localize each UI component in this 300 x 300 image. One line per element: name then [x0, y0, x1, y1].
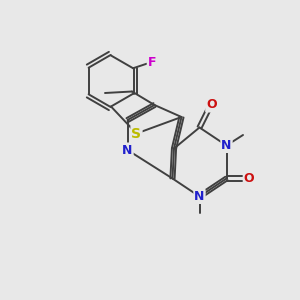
Text: O: O: [244, 172, 254, 185]
Text: S: S: [131, 127, 142, 140]
Text: O: O: [206, 98, 217, 112]
Text: N: N: [194, 190, 205, 203]
Text: N: N: [122, 143, 133, 157]
Text: F: F: [148, 56, 156, 69]
Text: N: N: [221, 139, 232, 152]
